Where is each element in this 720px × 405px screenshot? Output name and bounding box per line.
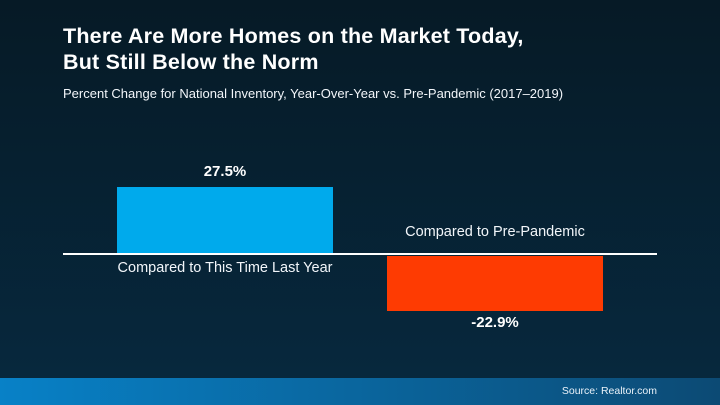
- chart-title: There Are More Homes on the Market Today…: [63, 23, 524, 75]
- footer-bar: Source: Realtor.com: [0, 378, 720, 405]
- chart-title-line2: But Still Below the Norm: [63, 50, 319, 74]
- chart-title-line1: There Are More Homes on the Market Today…: [63, 24, 524, 48]
- zero-axis-line: [63, 253, 657, 255]
- chart-subtitle: Percent Change for National Inventory, Y…: [63, 86, 564, 101]
- positive-bar-value-label: 27.5%: [203, 163, 247, 180]
- positive-bar: [117, 187, 333, 254]
- positive-bar-category-label: Compared to This Time Last Year: [117, 260, 333, 276]
- source-text: Source: Realtor.com: [561, 385, 657, 397]
- negative-bar: [387, 255, 603, 311]
- negative-bar-category-label: Compared to Pre-Pandemic: [405, 224, 585, 240]
- negative-bar-value-label: -22.9%: [471, 314, 519, 331]
